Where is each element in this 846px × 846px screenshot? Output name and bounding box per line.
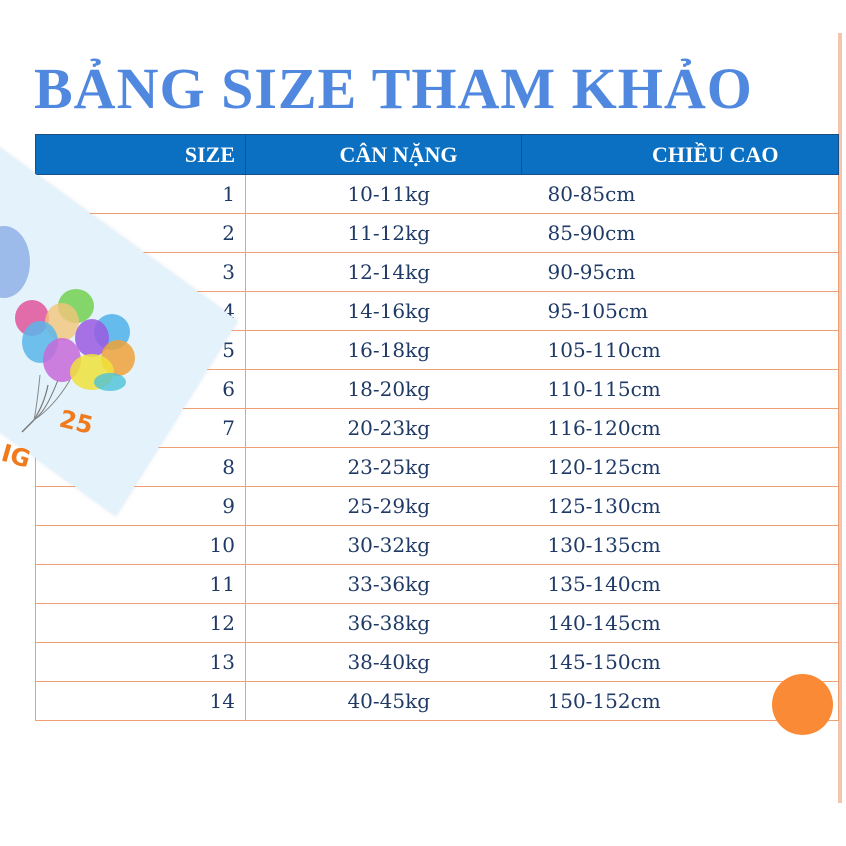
size-table-container: SIZE CÂN NẶNG CHIỀU CAO 1 10-11kg 80-85c… (35, 134, 839, 721)
cell-weight: 14-16kg (245, 291, 522, 331)
cell-size: 11 (35, 564, 246, 604)
cell-height: 90-95cm (521, 252, 839, 292)
table-row: 8 23-25kg 120-125cm (35, 447, 839, 487)
cell-height: 116-120cm (521, 408, 839, 448)
cell-height: 125-130cm (521, 486, 839, 526)
cell-weight: 20-23kg (245, 408, 522, 448)
cell-weight: 16-18kg (245, 330, 522, 370)
cell-weight: 23-25kg (245, 447, 522, 487)
cell-size: 13 (35, 642, 246, 682)
orange-dot-icon (772, 674, 833, 735)
cell-weight: 18-20kg (245, 369, 522, 409)
cell-size: 9 (35, 486, 246, 526)
cell-height: 140-145cm (521, 603, 839, 643)
cell-height: 105-110cm (521, 330, 839, 370)
cell-weight: 36-38kg (245, 603, 522, 643)
header-size: SIZE (35, 134, 246, 175)
cell-size: 12 (35, 603, 246, 643)
cell-weight: 30-32kg (245, 525, 522, 565)
cell-height: 135-140cm (521, 564, 839, 604)
size-table: SIZE CÂN NẶNG CHIỀU CAO 1 10-11kg 80-85c… (35, 134, 839, 721)
cell-weight: 11-12kg (245, 213, 522, 253)
header-weight: CÂN NẶNG (245, 134, 522, 175)
cell-weight: 10-11kg (245, 174, 522, 214)
table-row: 12 36-38kg 140-145cm (35, 603, 839, 643)
cell-height: 145-150cm (521, 642, 839, 682)
cell-height: 110-115cm (521, 369, 839, 409)
cell-size: 14 (35, 681, 246, 721)
table-row: 9 25-29kg 125-130cm (35, 486, 839, 526)
table-row: 14 40-45kg 150-152cm (35, 681, 839, 721)
cell-weight: 33-36kg (245, 564, 522, 604)
table-row: 1 10-11kg 80-85cm (35, 174, 839, 214)
cell-weight: 25-29kg (245, 486, 522, 526)
table-row: 11 33-36kg 135-140cm (35, 564, 839, 604)
cell-weight: 12-14kg (245, 252, 522, 292)
cell-height: 80-85cm (521, 174, 839, 214)
header-height: CHIỀU CAO (521, 134, 839, 175)
cell-weight: 40-45kg (245, 681, 522, 721)
cell-height: 85-90cm (521, 213, 839, 253)
table-row: 10 30-32kg 130-135cm (35, 525, 839, 565)
decorative-right-rule (838, 33, 842, 803)
table-row: 13 38-40kg 145-150cm (35, 642, 839, 682)
table-row: 2 11-12kg 85-90cm (35, 213, 839, 253)
cell-height: 120-125cm (521, 447, 839, 487)
cell-weight: 38-40kg (245, 642, 522, 682)
cell-height: 130-135cm (521, 525, 839, 565)
table-header-row: SIZE CÂN NẶNG CHIỀU CAO (35, 134, 839, 175)
page-title: BẢNG SIZE THAM KHẢO (34, 56, 753, 121)
cell-size: 10 (35, 525, 246, 565)
cell-height: 95-105cm (521, 291, 839, 331)
